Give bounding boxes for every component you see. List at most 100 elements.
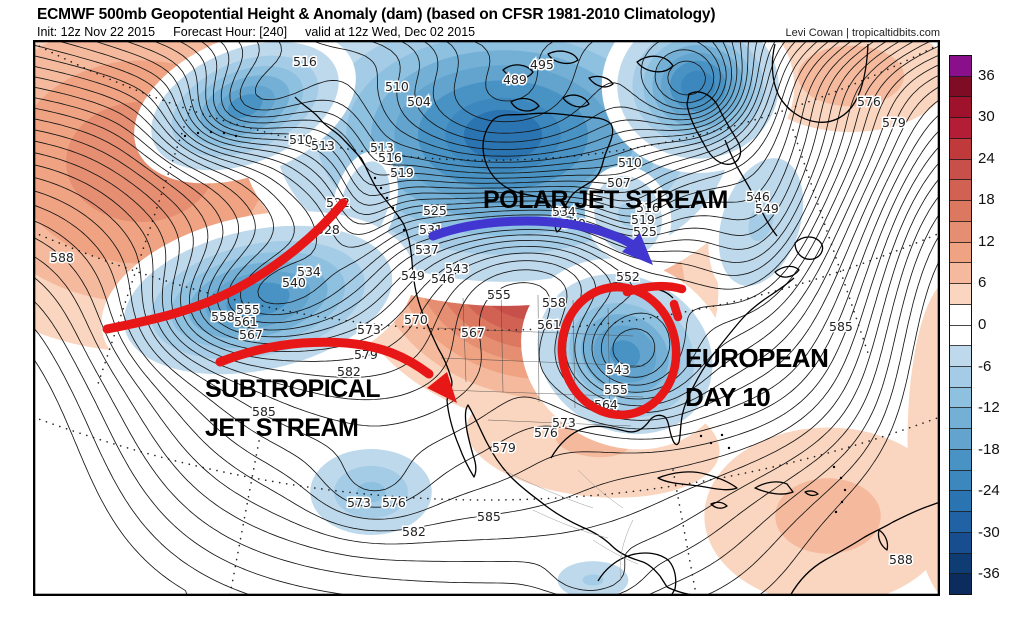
map-frame (33, 40, 940, 596)
contour-label: 549 (401, 268, 425, 283)
island-dot (385, 196, 389, 200)
colorbar-tick-label: -36 (978, 565, 1000, 583)
contour-label: 567 (239, 327, 263, 342)
colorbar-tick-label: 18 (978, 191, 995, 209)
colorbar-cell (950, 242, 971, 264)
contour-label: 561 (537, 317, 561, 332)
coastline (686, 91, 742, 165)
colorbar-tick-label: 30 (978, 108, 995, 126)
island-dot (832, 465, 836, 469)
state-border (607, 307, 611, 413)
colorbar-cell (950, 346, 971, 368)
island-dot (834, 510, 838, 514)
coastline (636, 55, 674, 73)
contour-label: 510 (618, 155, 642, 170)
colorbar-cell (950, 532, 971, 554)
state-border (502, 469, 594, 509)
contour-label: 576 (534, 425, 558, 440)
coastline (724, 139, 778, 237)
coastline (877, 529, 889, 551)
colorbar-cell (950, 553, 971, 575)
colorbar-cell (950, 201, 971, 222)
contour-label: 576 (382, 495, 406, 510)
contour-label: 555 (236, 302, 260, 317)
contour-label: 558 (211, 309, 235, 324)
coastline (562, 94, 590, 108)
contour-label: 576 (857, 94, 881, 109)
state-border (444, 389, 644, 398)
coastline (502, 64, 534, 80)
state-border (500, 291, 504, 393)
colorbar-cell (950, 408, 971, 430)
colorbar-cell (950, 304, 971, 326)
island-dot (222, 131, 226, 135)
contour-label: 582 (402, 524, 426, 539)
height-contours (33, 40, 940, 596)
contour-label: 546 (746, 189, 770, 204)
colorbar-tick-label: -6 (978, 357, 992, 375)
state-border (437, 327, 634, 337)
colorbar-tick-label: 24 (978, 149, 995, 167)
coastline (550, 277, 795, 459)
colorbar-tick-label: -24 (978, 482, 1000, 500)
colorbar-tick-label: -30 (978, 523, 1000, 541)
contour-label: 570 (404, 312, 428, 327)
colorbar-tick-label: 12 (978, 232, 995, 250)
contour-label: 519 (390, 165, 414, 180)
valid-time: valid at 12z Wed, Dec 02 2015 (305, 25, 476, 39)
island-dot (699, 434, 703, 438)
coastline (554, 207, 565, 233)
island-dot (391, 206, 395, 210)
colorbar-cell (950, 159, 971, 181)
colorbar-cell (950, 97, 971, 119)
contour-label: 537 (415, 242, 439, 257)
contour-label: 567 (461, 325, 485, 340)
colorbar-cell (950, 138, 971, 160)
colorbar-cell (950, 221, 971, 243)
coastline (588, 75, 614, 88)
contour-line-set (33, 40, 940, 596)
contour-label: 585 (252, 404, 276, 419)
island-dot (840, 500, 844, 504)
annotation-text: JET STREAM (205, 414, 358, 442)
contour-label: 540 (282, 275, 306, 290)
run-info-line: Init: 12z Nov 22 2015 Forecast Hour: [240… (37, 25, 493, 39)
contour-label: 543 (606, 362, 630, 377)
coastline (794, 236, 824, 260)
colorbar-cell (950, 56, 971, 77)
state-border (487, 419, 632, 427)
island-dot (839, 476, 843, 480)
state-border (592, 539, 639, 565)
colorbar-cell (950, 387, 971, 409)
contour-label: 495 (530, 57, 554, 72)
annotation-text: DAY 10 (685, 382, 770, 412)
island-dot (183, 134, 187, 138)
forecast-hour: Forecast Hour: [240] (173, 25, 288, 39)
coastline (547, 50, 579, 65)
contour-label: 579 (882, 115, 906, 130)
colorbar (949, 55, 972, 595)
contour-label: 561 (234, 314, 258, 329)
colorbar-cell (950, 367, 971, 388)
coastline (774, 265, 800, 278)
coastline (657, 471, 738, 491)
island-dot (209, 130, 213, 134)
annotation-text: EUROPEAN (685, 343, 828, 373)
coastline (294, 96, 668, 588)
state-border (537, 294, 540, 403)
island-dot (397, 216, 401, 220)
contour-label: 525 (423, 203, 447, 218)
colorbar-cell (950, 180, 971, 202)
contour-label: 588 (889, 552, 913, 567)
contour-label: 489 (503, 72, 527, 87)
coastline (804, 490, 819, 497)
contour-label: 507 (607, 175, 631, 190)
colorbar-tick-label: -12 (978, 399, 1000, 417)
contour-label: 504 (407, 94, 431, 109)
state-border (440, 357, 646, 367)
colorbar-tick-label: -18 (978, 440, 1000, 458)
subtropical-jet-stream (215, 337, 434, 379)
colorbar-cell (950, 512, 971, 533)
contour-label: 510 (289, 132, 313, 147)
